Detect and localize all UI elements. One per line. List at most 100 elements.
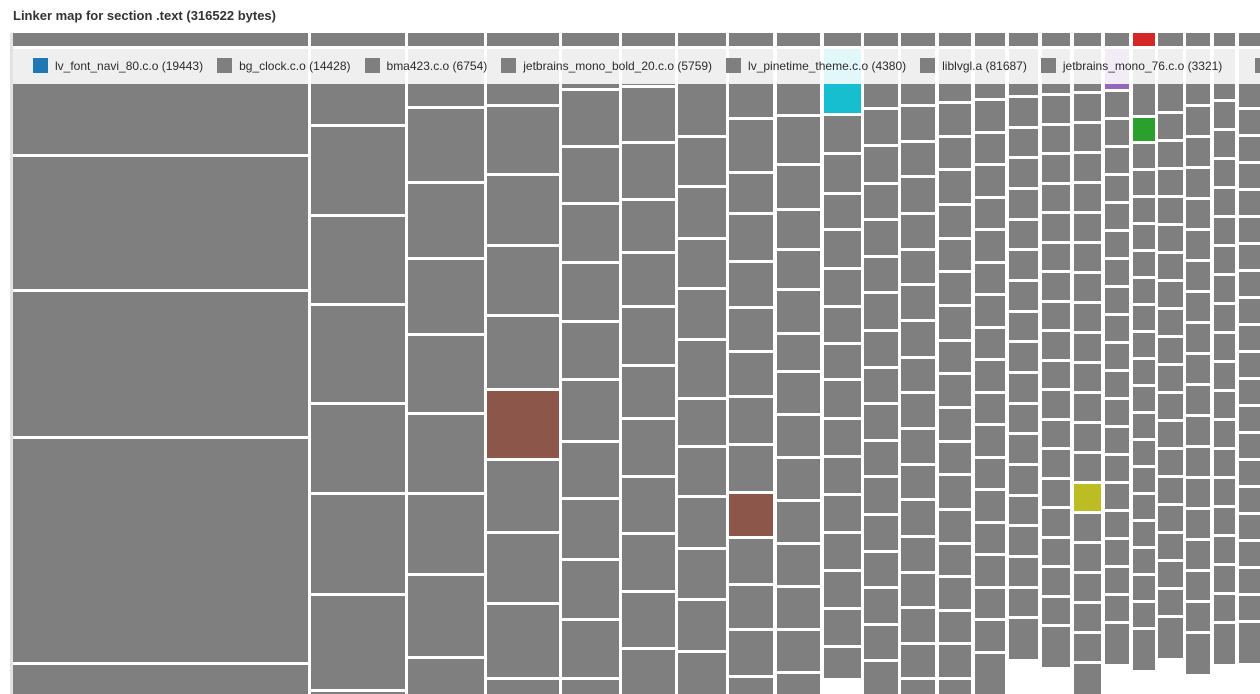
treemap-block[interactable] <box>1214 102 1235 128</box>
treemap-block[interactable] <box>311 405 405 492</box>
treemap-block[interactable] <box>1074 424 1101 451</box>
treemap-block[interactable] <box>1009 129 1038 156</box>
treemap-block[interactable] <box>1239 488 1260 512</box>
treemap-block[interactable] <box>1133 306 1155 330</box>
treemap-block[interactable] <box>1239 515 1260 539</box>
treemap-block[interactable] <box>939 612 971 642</box>
treemap-block[interactable] <box>1074 514 1101 541</box>
treemap-block[interactable] <box>1074 184 1101 211</box>
treemap-block[interactable] <box>1133 144 1155 168</box>
treemap-block[interactable] <box>975 231 1005 261</box>
treemap-block[interactable] <box>1042 480 1070 506</box>
treemap-block[interactable] <box>1239 191 1260 215</box>
treemap-block[interactable] <box>487 176 559 244</box>
treemap-block[interactable] <box>1074 574 1101 601</box>
treemap-block[interactable] <box>975 134 1005 163</box>
treemap-block[interactable] <box>975 296 1005 326</box>
treemap-block[interactable] <box>1186 417 1210 445</box>
treemap-block[interactable] <box>1105 176 1129 201</box>
treemap-block[interactable] <box>1133 603 1155 627</box>
treemap-block[interactable] <box>729 678 773 694</box>
treemap-block[interactable] <box>562 381 619 440</box>
treemap-block[interactable] <box>864 442 898 475</box>
treemap-block[interactable] <box>864 33 898 46</box>
treemap-block[interactable] <box>1105 484 1129 509</box>
treemap-block[interactable] <box>777 251 820 288</box>
treemap-block[interactable] <box>1074 394 1101 421</box>
treemap-block[interactable] <box>13 665 308 694</box>
treemap-block[interactable] <box>1105 260 1129 285</box>
treemap-block[interactable] <box>311 33 405 46</box>
treemap-block[interactable] <box>901 178 935 212</box>
treemap-block[interactable] <box>1042 96 1070 123</box>
treemap-block[interactable] <box>1214 247 1235 273</box>
treemap-block[interactable] <box>729 353 773 395</box>
treemap-block[interactable] <box>1186 603 1210 631</box>
treemap-block[interactable] <box>1133 198 1155 222</box>
treemap-block[interactable] <box>901 394 935 427</box>
treemap-block[interactable] <box>311 217 405 303</box>
treemap-block[interactable] <box>864 662 898 694</box>
treemap-block[interactable] <box>1042 421 1070 447</box>
treemap-block[interactable] <box>678 33 726 46</box>
treemap-block[interactable] <box>864 110 898 144</box>
treemap-block[interactable] <box>1186 541 1210 569</box>
treemap-block[interactable] <box>1186 634 1210 674</box>
treemap-block[interactable] <box>975 166 1005 196</box>
treemap-block[interactable] <box>311 495 405 593</box>
treemap-block[interactable] <box>1239 245 1260 269</box>
treemap-block[interactable] <box>487 461 559 531</box>
treemap-block[interactable] <box>1214 334 1235 360</box>
treemap-block[interactable] <box>13 33 308 46</box>
treemap-block[interactable] <box>729 494 773 536</box>
treemap-block[interactable] <box>1042 539 1070 565</box>
treemap-block[interactable] <box>1214 392 1235 418</box>
treemap-block[interactable] <box>408 184 484 257</box>
treemap-block[interactable] <box>13 439 308 662</box>
treemap-block[interactable] <box>1009 619 1038 659</box>
treemap-block[interactable] <box>824 270 861 305</box>
treemap-block[interactable] <box>1042 509 1070 536</box>
treemap-block[interactable] <box>1105 400 1129 425</box>
treemap-block[interactable] <box>1105 540 1129 565</box>
treemap-block[interactable] <box>311 306 405 402</box>
treemap-block[interactable] <box>1214 218 1235 244</box>
treemap-block[interactable] <box>678 601 726 650</box>
treemap-block[interactable] <box>901 538 935 571</box>
treemap-block[interactable] <box>408 415 484 492</box>
treemap-block[interactable] <box>487 247 559 314</box>
treemap-block[interactable] <box>939 578 971 609</box>
treemap-block[interactable] <box>901 215 935 248</box>
treemap-block[interactable] <box>1042 568 1070 595</box>
treemap-block[interactable] <box>562 205 619 261</box>
treemap-block[interactable] <box>939 138 971 168</box>
treemap-block[interactable] <box>939 375 971 406</box>
treemap-block[interactable] <box>777 631 820 671</box>
treemap-block[interactable] <box>1133 252 1155 276</box>
treemap-block[interactable] <box>901 609 935 642</box>
treemap-block[interactable] <box>824 648 861 678</box>
treemap-block[interactable] <box>824 496 861 531</box>
treemap-block[interactable] <box>939 645 971 677</box>
treemap-block[interactable] <box>1158 534 1183 559</box>
treemap-block[interactable] <box>939 476 971 508</box>
treemap-block[interactable] <box>1186 355 1210 383</box>
treemap-block[interactable] <box>901 430 935 463</box>
treemap-block[interactable] <box>622 254 675 305</box>
treemap-block[interactable] <box>678 400 726 445</box>
treemap-block[interactable] <box>1158 618 1183 658</box>
treemap-block[interactable] <box>1074 304 1101 331</box>
treemap-block[interactable] <box>562 561 619 618</box>
treemap-block[interactable] <box>1186 510 1210 538</box>
treemap-block[interactable] <box>1009 558 1038 586</box>
treemap-block[interactable] <box>939 307 971 339</box>
treemap-block[interactable] <box>562 443 619 497</box>
treemap-block[interactable] <box>1133 333 1155 357</box>
treemap-block[interactable] <box>1105 428 1129 453</box>
treemap-block[interactable] <box>1214 363 1235 389</box>
treemap-block[interactable] <box>1074 124 1101 151</box>
treemap-block[interactable] <box>901 574 935 606</box>
treemap-block[interactable] <box>777 502 820 542</box>
treemap-block[interactable] <box>1158 394 1183 419</box>
treemap-block[interactable] <box>408 659 484 694</box>
